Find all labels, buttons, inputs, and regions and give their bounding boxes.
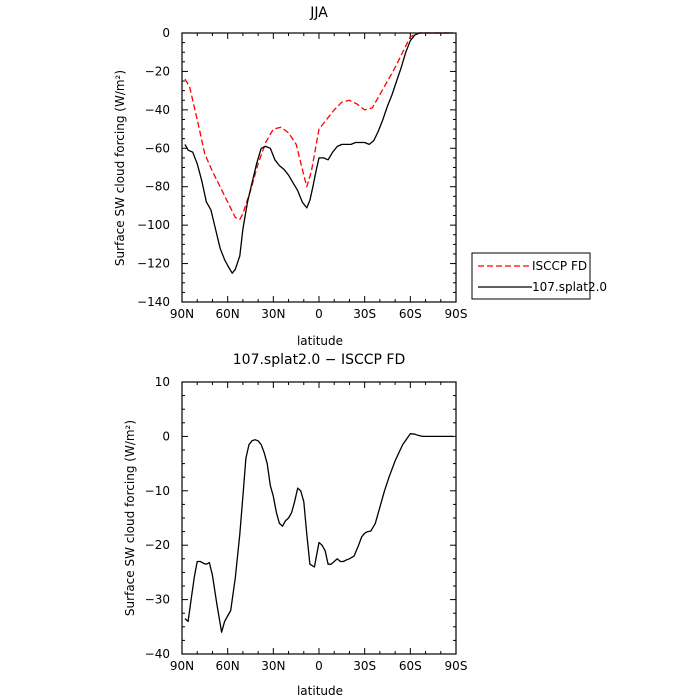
top-y-tick-label: −140 xyxy=(137,295,170,309)
bottom-x-tick-label: 30N xyxy=(261,659,285,673)
top-y-tick-label: 0 xyxy=(162,26,170,40)
top-y-tick-label: −100 xyxy=(137,218,170,232)
bottom-y-tick-label: 10 xyxy=(155,375,170,389)
top-x-tick-label: 60S xyxy=(399,307,422,321)
bottom-y-tick-label: −40 xyxy=(145,647,170,661)
top-x-tick-label: 90S xyxy=(445,307,468,321)
top-x-axis-label: latitude xyxy=(297,334,343,348)
bottom-y-tick-label: −10 xyxy=(145,484,170,498)
bottom-x-tick-label: 60S xyxy=(399,659,422,673)
bottom-chart-title: 107.splat2.0 − ISCCP FD xyxy=(233,352,406,368)
top-x-tick-label: 30S xyxy=(353,307,376,321)
top-y-tick-label: −60 xyxy=(145,141,170,155)
top-y-tick-label: −20 xyxy=(145,64,170,78)
bottom-plot-frame xyxy=(181,381,457,655)
bottom-x-tick-label: 90N xyxy=(170,659,194,673)
top-panel: JJA 90N 60N 30N 0 30S 60S 90S 0 −20 −40 −60 −80 −100… xyxy=(113,5,467,348)
top-y-tick-label: −120 xyxy=(137,257,170,271)
bottom-x-axis-label: latitude xyxy=(297,684,343,698)
bottom-y-tick-label: 0 xyxy=(162,429,170,443)
top-plot-frame xyxy=(181,32,457,303)
legend-box xyxy=(471,252,591,300)
bottom-y-tick-label: −30 xyxy=(145,593,170,607)
top-series-107-splat2-0 xyxy=(184,32,453,274)
top-x-tick-label: 30N xyxy=(261,307,285,321)
top-x-tick-label: 60N xyxy=(216,307,240,321)
bottom-y-axis-label: Surface SW cloud forcing (W/m²) xyxy=(123,420,137,616)
top-series-isccp-fd xyxy=(184,32,453,221)
top-chart-title: JJA xyxy=(309,5,328,21)
bottom-panel: 107.splat2.0 − ISCCP FD 90N 60N 30N 0 30S 60S… xyxy=(123,352,467,698)
top-x-tick-label: 0 xyxy=(315,307,323,321)
bottom-x-tick-label: 0 xyxy=(315,659,323,673)
bottom-y-tick-label: −20 xyxy=(145,538,170,552)
bottom-series-line-1 xyxy=(184,433,453,633)
legend-label-isccp: ISCCP FD xyxy=(532,259,587,273)
legend: ISCCP FD 107.splat2.0 xyxy=(471,252,607,300)
bottom-x-tick-label: 90S xyxy=(445,659,468,673)
top-y-axis-label: Surface SW cloud forcing (W/m²) xyxy=(113,70,127,266)
legend-label-model: 107.splat2.0 xyxy=(532,280,607,294)
top-x-tick-label: 90N xyxy=(170,307,194,321)
bottom-x-tick-label: 30S xyxy=(353,659,376,673)
top-y-tick-label: −40 xyxy=(145,103,170,117)
top-y-tick-label: −80 xyxy=(145,180,170,194)
bottom-x-tick-label: 60N xyxy=(216,659,240,673)
